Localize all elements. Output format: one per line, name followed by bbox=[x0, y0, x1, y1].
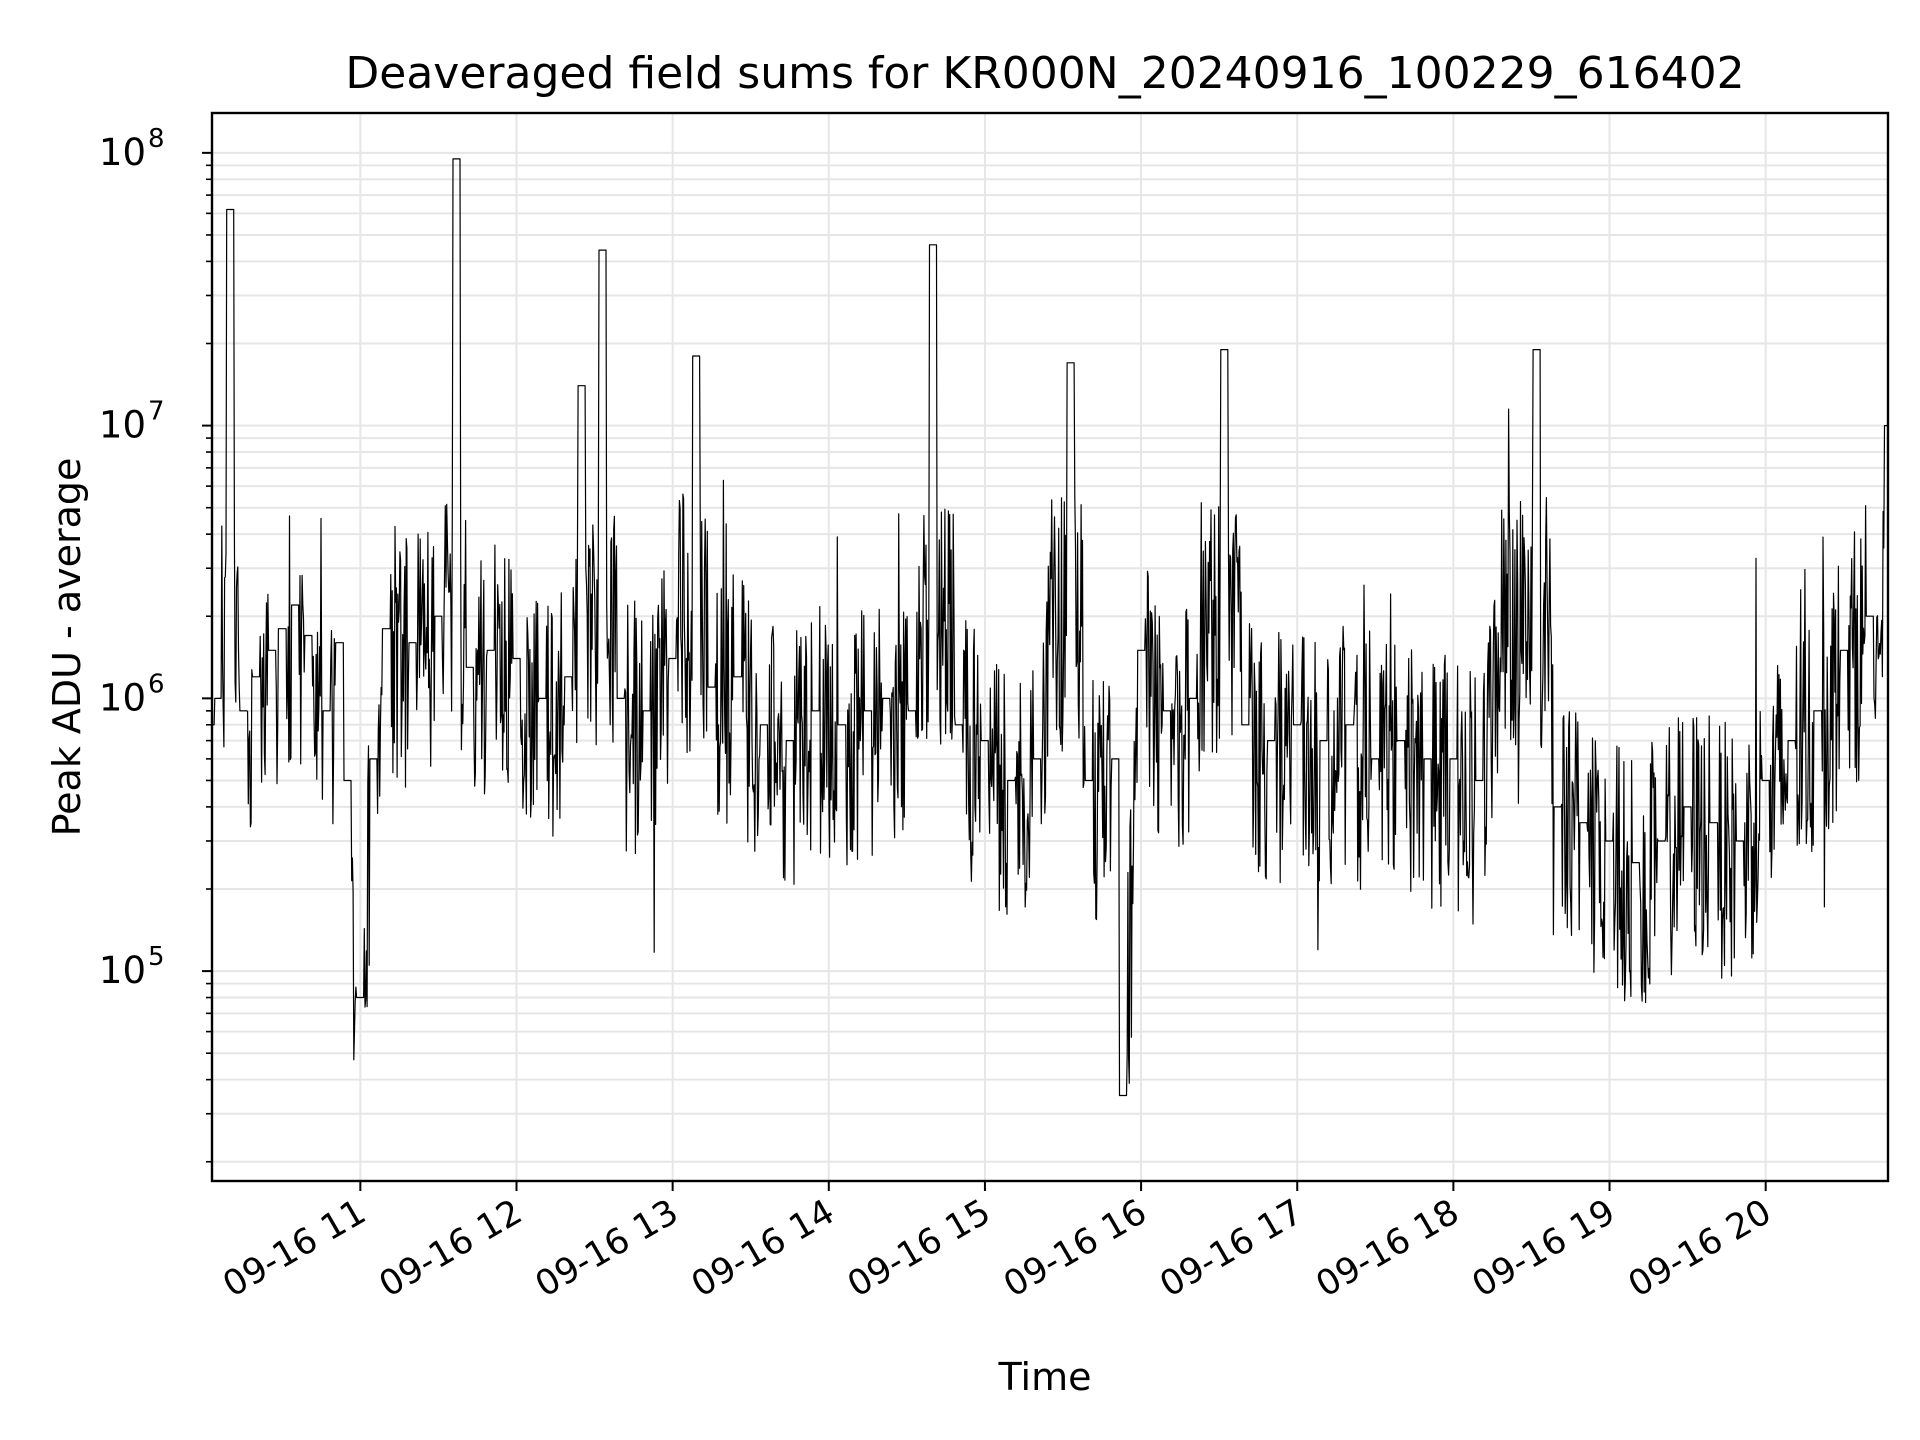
chart-title: Deaveraged field sums for KR000N_2024091… bbox=[345, 48, 1744, 99]
series-line bbox=[212, 158, 1888, 1097]
x-axis-label: Time bbox=[998, 1355, 1092, 1399]
y-tick-label-base: 10 bbox=[99, 676, 146, 719]
y-tick-label-exponent: 7 bbox=[148, 397, 165, 427]
y-tick-label-base: 10 bbox=[99, 949, 146, 992]
y-tick-label-exponent: 5 bbox=[148, 942, 165, 972]
y-tick-label-exponent: 8 bbox=[148, 124, 165, 154]
y-tick-label-base: 10 bbox=[99, 131, 146, 174]
major-gridlines bbox=[212, 113, 1888, 1181]
y-tick-label-base: 10 bbox=[99, 404, 146, 447]
plot-frame bbox=[210, 111, 1890, 1183]
y-tick-label-exponent: 6 bbox=[148, 669, 165, 699]
series-layer bbox=[212, 158, 1888, 1097]
y-axis-label: Peak ADU - average bbox=[45, 458, 89, 837]
